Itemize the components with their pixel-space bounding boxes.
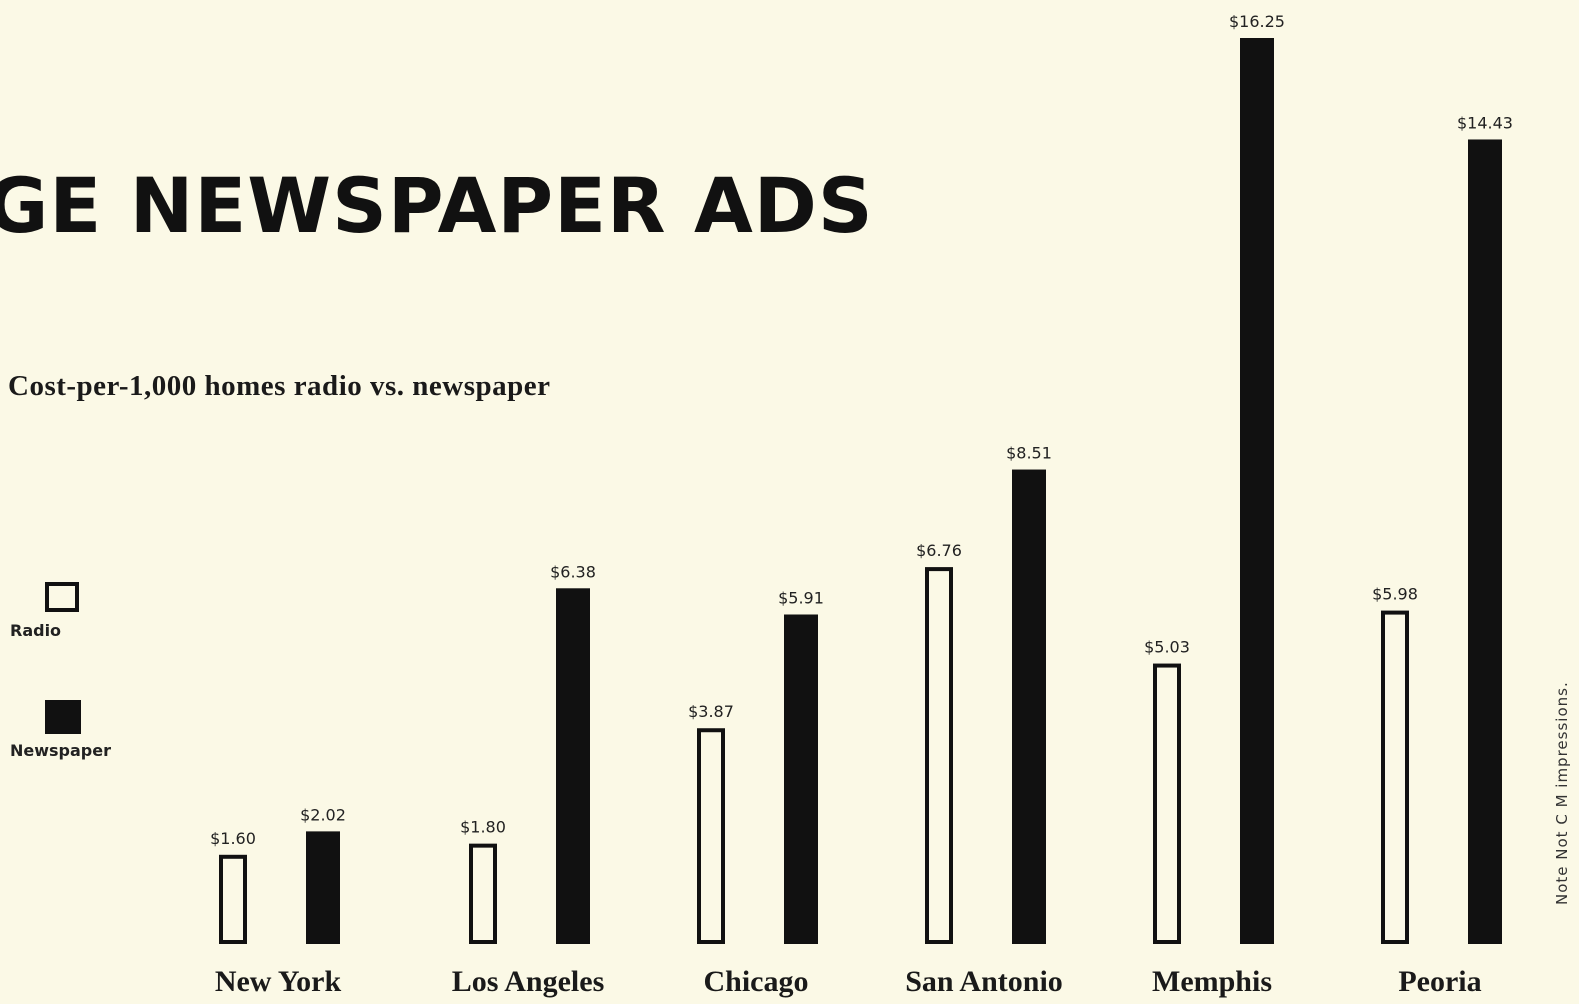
bar-radio-peoria <box>1381 610 1409 944</box>
data-label-radio-memphis: $5.03 <box>1144 638 1190 657</box>
bar-radio-new-york <box>219 854 247 944</box>
data-label-radio-peoria: $5.98 <box>1372 585 1418 604</box>
category-label-new-york: New York <box>215 965 342 998</box>
bar-newspaper-los-angeles <box>556 588 590 944</box>
bar-radio-los-angeles <box>469 843 497 944</box>
bar-newspaper-new-york <box>306 831 340 944</box>
data-label-newspaper-chicago: $5.91 <box>778 588 824 607</box>
data-label-radio-chicago: $3.87 <box>688 702 734 721</box>
category-label-memphis: Memphis <box>1152 965 1272 998</box>
legend-label-newspaper: Newspaper <box>10 741 111 760</box>
data-label-newspaper-san-antonio: $8.51 <box>1006 444 1052 463</box>
legend-swatch-radio <box>45 582 79 612</box>
category-label-chicago: Chicago <box>704 965 809 998</box>
data-label-radio-los-angeles: $1.80 <box>460 818 506 837</box>
data-label-radio-new-york: $1.60 <box>210 829 256 848</box>
footnote: Note Not C M impressions. <box>1553 681 1571 905</box>
data-label-newspaper-memphis: $16.25 <box>1229 12 1285 31</box>
category-label-los-angeles: Los Angeles <box>452 965 605 998</box>
data-label-radio-san-antonio: $6.76 <box>916 541 962 560</box>
data-label-newspaper-peoria: $14.43 <box>1457 113 1513 132</box>
bar-newspaper-chicago <box>784 614 818 944</box>
data-label-newspaper-los-angeles: $6.38 <box>550 562 596 581</box>
legend-label-radio: Radio <box>10 621 62 640</box>
legend-swatch-newspaper <box>45 700 81 734</box>
page-title: GE NEWSPAPER ADS <box>0 161 874 250</box>
bar-newspaper-peoria <box>1468 139 1502 945</box>
bar-newspaper-memphis <box>1240 38 1274 944</box>
bar-newspaper-san-antonio <box>1012 469 1046 944</box>
bar-radio-chicago <box>697 728 725 944</box>
chart-subtitle: Cost-per-1,000 homes radio vs. newspaper <box>8 370 551 402</box>
bar-radio-san-antonio <box>925 567 953 944</box>
category-label-san-antonio: San Antonio <box>905 965 1063 998</box>
category-label-peoria: Peoria <box>1398 965 1481 998</box>
bar-radio-memphis <box>1153 663 1181 944</box>
data-label-newspaper-new-york: $2.02 <box>300 805 346 824</box>
